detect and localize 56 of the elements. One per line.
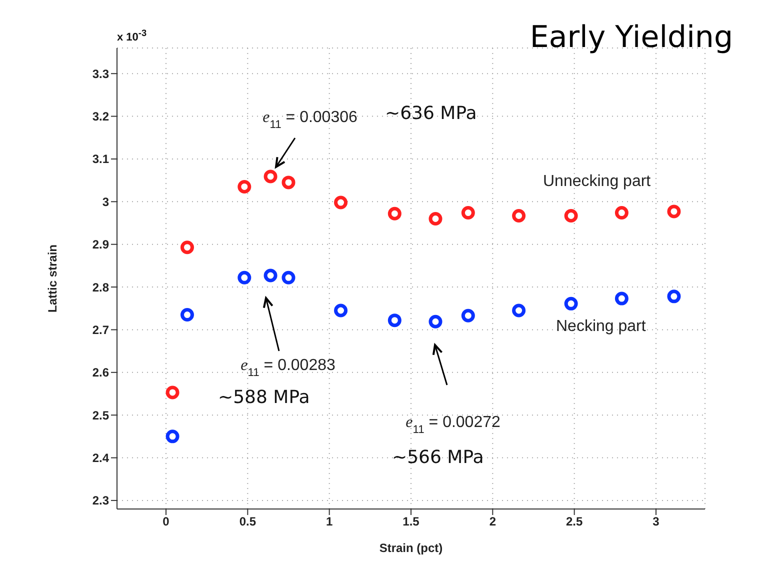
x-tick-label: 1 [326,514,333,529]
annotation: e$_{11}$ = 0.00272 [406,414,500,436]
annotation: ~636 MPa [385,103,477,124]
y-tick-label: 3.3 [92,66,110,81]
point [238,270,252,284]
text: x 10$^{-3}$ [117,28,147,44]
annotation: ~566 MPa [392,447,484,468]
x-axis-title: Strain (pct) [379,541,443,555]
point [264,268,278,282]
point [428,212,442,226]
point [238,180,252,194]
point [428,314,442,328]
y-tick-label: 3 [102,194,110,209]
point [388,206,402,220]
y-tick-label: 3.2 [92,110,110,124]
point [388,314,402,328]
annotation: ~588 MPa [218,387,310,408]
point [334,196,348,210]
point [166,386,180,400]
y-tick-label: 2.5 [92,408,110,422]
y-tick-label: 3.1 [92,152,110,166]
point [282,176,296,190]
series-label: Necking part [556,318,646,336]
point [667,290,681,304]
point [461,206,475,220]
point [180,240,194,254]
y-tick-label: 2.9 [92,238,110,252]
y-axis-title: Lattic strain [45,244,60,313]
point [614,292,628,306]
point [264,170,278,184]
y-tick-label: 2.3 [92,494,110,508]
y-tick-label: 2.8 [92,280,110,294]
point [180,308,194,322]
point [667,204,681,218]
point [512,209,526,223]
point [461,308,475,322]
x-tick-label: 0 [162,514,170,529]
x-tick-label: 2.5 [566,514,583,529]
point [334,304,348,318]
point [564,296,578,310]
x-tick-label: 1.5 [402,514,420,529]
point [564,209,578,223]
y-tick-label: 2.4 [92,451,110,466]
x-tick-label: 2 [489,514,496,529]
x-tick-label: 0.5 [239,514,256,529]
point [614,206,628,220]
annotation: e$_{11}$ = 0.00306 [262,109,358,131]
annotation: e$_{11}$ = 0.00283 [240,357,336,379]
point [166,430,180,444]
chart-title: Early Yielding [530,20,733,55]
point [512,304,526,318]
point [282,270,296,284]
y-tick-label: 2.7 [92,322,110,337]
y-tick-label: 2.6 [92,366,110,380]
x-tick-label: 3 [652,514,660,529]
series-label: Unnecking part [543,173,651,191]
